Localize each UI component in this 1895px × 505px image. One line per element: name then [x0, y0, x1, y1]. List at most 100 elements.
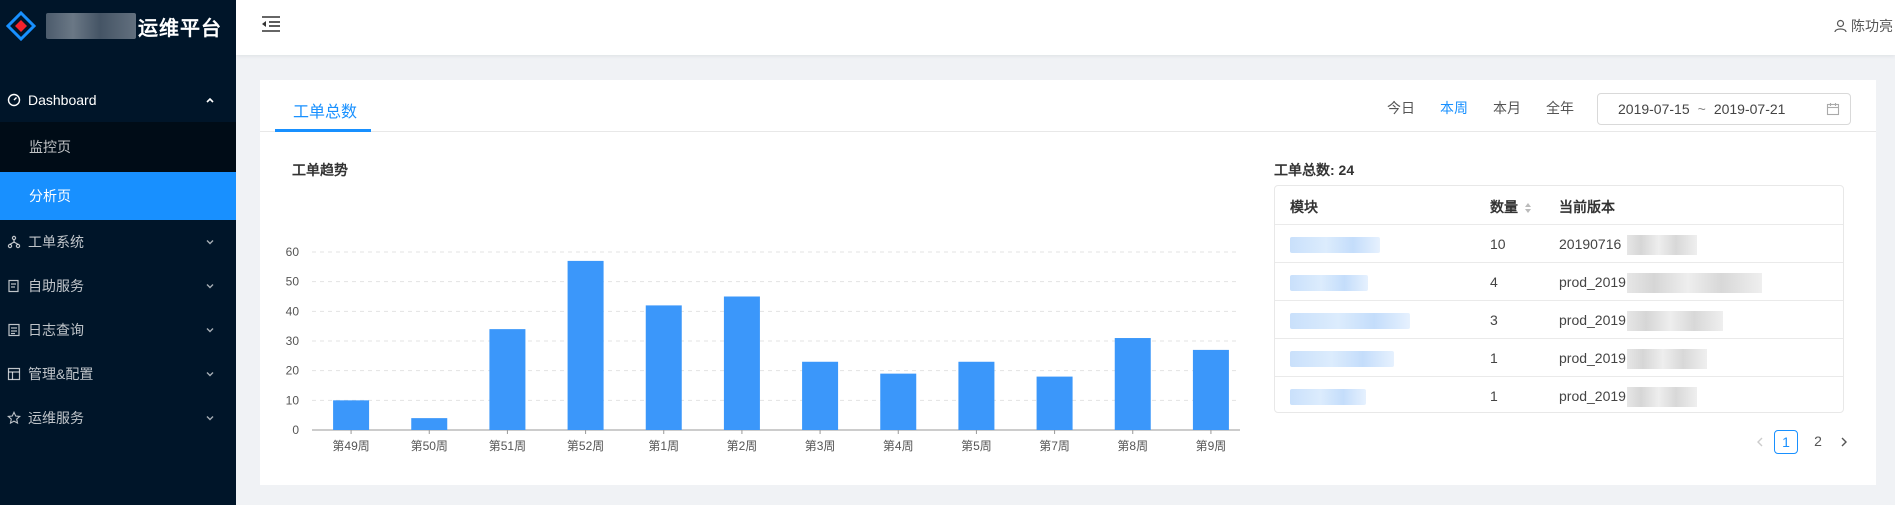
y-tick-label: 50 — [286, 275, 300, 289]
user-icon — [1834, 19, 1847, 33]
range-this-year[interactable]: 全年 — [1546, 100, 1574, 116]
y-tick-label: 10 — [286, 393, 300, 407]
profile-icon — [6, 322, 22, 338]
menu-dashboard[interactable]: Dashboard — [0, 78, 236, 122]
page-2-button[interactable]: 2 — [1814, 433, 1822, 449]
top-header: 陈功亮 — [236, 0, 1895, 55]
x-tick-label: 第2周 — [727, 439, 758, 453]
blurred-module-name[interactable] — [1290, 237, 1380, 253]
count-cell: 1 — [1490, 350, 1498, 366]
ticket-card: 工单总数 今日 本周 本月 全年 2019-07-15 ~ 2019-07-21… — [260, 80, 1876, 485]
date-end: 2019-07-21 — [1713, 101, 1786, 117]
chevron-down-icon — [206, 284, 214, 289]
version-cell: prod_2019 — [1559, 388, 1626, 404]
dashboard-icon — [6, 92, 22, 108]
menu-log-query[interactable]: 日志查询 — [0, 308, 236, 352]
blurred-module-name[interactable] — [1290, 351, 1394, 367]
menu-self-service[interactable]: 自助服务 — [0, 264, 236, 308]
y-tick-label: 30 — [286, 334, 300, 348]
y-tick-label: 40 — [286, 304, 300, 318]
user-menu[interactable]: 陈功亮 — [1834, 16, 1893, 36]
date-range-picker[interactable]: 2019-07-15 ~ 2019-07-21 — [1597, 93, 1851, 125]
table-row: 4 prod_2019 — [1275, 262, 1843, 300]
logo-icon — [6, 11, 36, 41]
card-tabbar: 工单总数 今日 本周 本月 全年 2019-07-15 ~ 2019-07-21 — [260, 80, 1876, 132]
table-title: 工单总数: 24 — [1274, 162, 1355, 178]
count-cell: 10 — [1490, 236, 1506, 252]
bar — [567, 260, 604, 430]
sort-icon — [1525, 203, 1531, 214]
bar — [958, 361, 995, 430]
bar — [489, 329, 526, 430]
menu-ops-service[interactable]: 运维服务 — [0, 396, 236, 440]
x-tick-label: 第5周 — [961, 439, 992, 453]
x-tick-label: 第1周 — [648, 439, 679, 453]
x-tick-label: 第9周 — [1196, 439, 1227, 453]
table-row: 10 20190716 — [1275, 224, 1843, 262]
range-today[interactable]: 今日 — [1387, 100, 1415, 116]
column-label: 数量 — [1490, 199, 1518, 215]
chart-title: 工单趋势 — [292, 162, 348, 178]
menu-fold-icon[interactable] — [260, 14, 282, 34]
bar — [645, 305, 682, 430]
bar — [723, 296, 760, 430]
table-header: 模块 数量 当前版本 — [1275, 186, 1843, 224]
version-cell: prod_2019 — [1559, 274, 1626, 290]
dashboard-submenu: 监控页 分析页 — [0, 122, 236, 220]
menu-ticket-system[interactable]: 工单系统 — [0, 220, 236, 264]
menu-analysis[interactable]: 分析页 — [0, 172, 236, 220]
app-title: 运维平台 — [138, 17, 222, 40]
date-separator: ~ — [1697, 101, 1706, 117]
x-tick-label: 第7周 — [1039, 439, 1070, 453]
x-tick-label: 第49周 — [332, 439, 369, 453]
blurred-module-name[interactable] — [1290, 389, 1366, 405]
blurred-version-suffix — [1627, 349, 1707, 369]
bar — [333, 400, 370, 430]
ticket-trend-chart: 0 10 20 30 40 50 60 第49周 第50周 第51周 第52周 第1周 第2周 第3周 第4… — [286, 245, 1240, 453]
tab-ink-bar — [275, 129, 371, 132]
menu-monitor[interactable]: 监控页 — [0, 122, 236, 172]
column-header-count[interactable]: 数量 — [1490, 197, 1532, 217]
calendar-icon — [1826, 103, 1840, 116]
form-icon — [6, 278, 22, 294]
x-tick-label: 第50周 — [411, 439, 448, 453]
range-selector: 今日 本周 本月 全年 — [1387, 98, 1599, 118]
version-cell: 20190716 — [1559, 236, 1622, 252]
bar — [802, 361, 839, 430]
user-name: 陈功亮 — [1851, 18, 1893, 34]
side-menu: Dashboard 监控页 分析页 工单系统 自助服务 — [0, 78, 236, 440]
count-cell: 1 — [1490, 388, 1498, 404]
y-tick-label: 0 — [292, 423, 299, 437]
x-tick-label: 第4周 — [883, 439, 914, 453]
menu-label: 日志查询 — [28, 322, 84, 338]
menu-label: 运维服务 — [28, 410, 84, 426]
logo-area[interactable]: 运维平台 — [0, 0, 236, 52]
x-tick-label: 第8周 — [1117, 439, 1148, 453]
table-row: 3 prod_2019 — [1275, 300, 1843, 338]
count-cell: 3 — [1490, 312, 1498, 328]
table-row: 1 prod_2019 — [1275, 376, 1843, 414]
chevron-up-icon — [206, 97, 214, 103]
menu-label: 分析页 — [29, 188, 71, 204]
bar — [411, 418, 448, 430]
apartment-icon — [6, 234, 22, 250]
menu-label: 工单系统 — [28, 234, 84, 250]
tab-ticket-total[interactable]: 工单总数 — [293, 104, 358, 121]
blurred-module-name[interactable] — [1290, 275, 1368, 291]
prev-page-icon[interactable] — [1754, 436, 1766, 448]
module-table: 模块 数量 当前版本 10 20190716 4 prod_2019 3 pro… — [1274, 185, 1844, 413]
menu-label: Dashboard — [28, 92, 97, 108]
x-tick-label: 第52周 — [567, 439, 604, 453]
chevron-down-icon — [206, 328, 214, 333]
menu-management-config[interactable]: 管理&配置 — [0, 352, 236, 396]
next-page-icon[interactable] — [1838, 436, 1850, 448]
menu-label: 自助服务 — [28, 278, 84, 294]
layout-icon — [6, 366, 22, 382]
bar — [1036, 376, 1073, 430]
star-icon — [6, 410, 22, 426]
range-this-month[interactable]: 本月 — [1493, 100, 1521, 116]
blurred-module-name[interactable] — [1290, 313, 1410, 329]
page-1-button[interactable]: 1 — [1774, 430, 1798, 454]
range-this-week[interactable]: 本周 — [1440, 100, 1468, 116]
x-tick-label: 第3周 — [805, 439, 836, 453]
